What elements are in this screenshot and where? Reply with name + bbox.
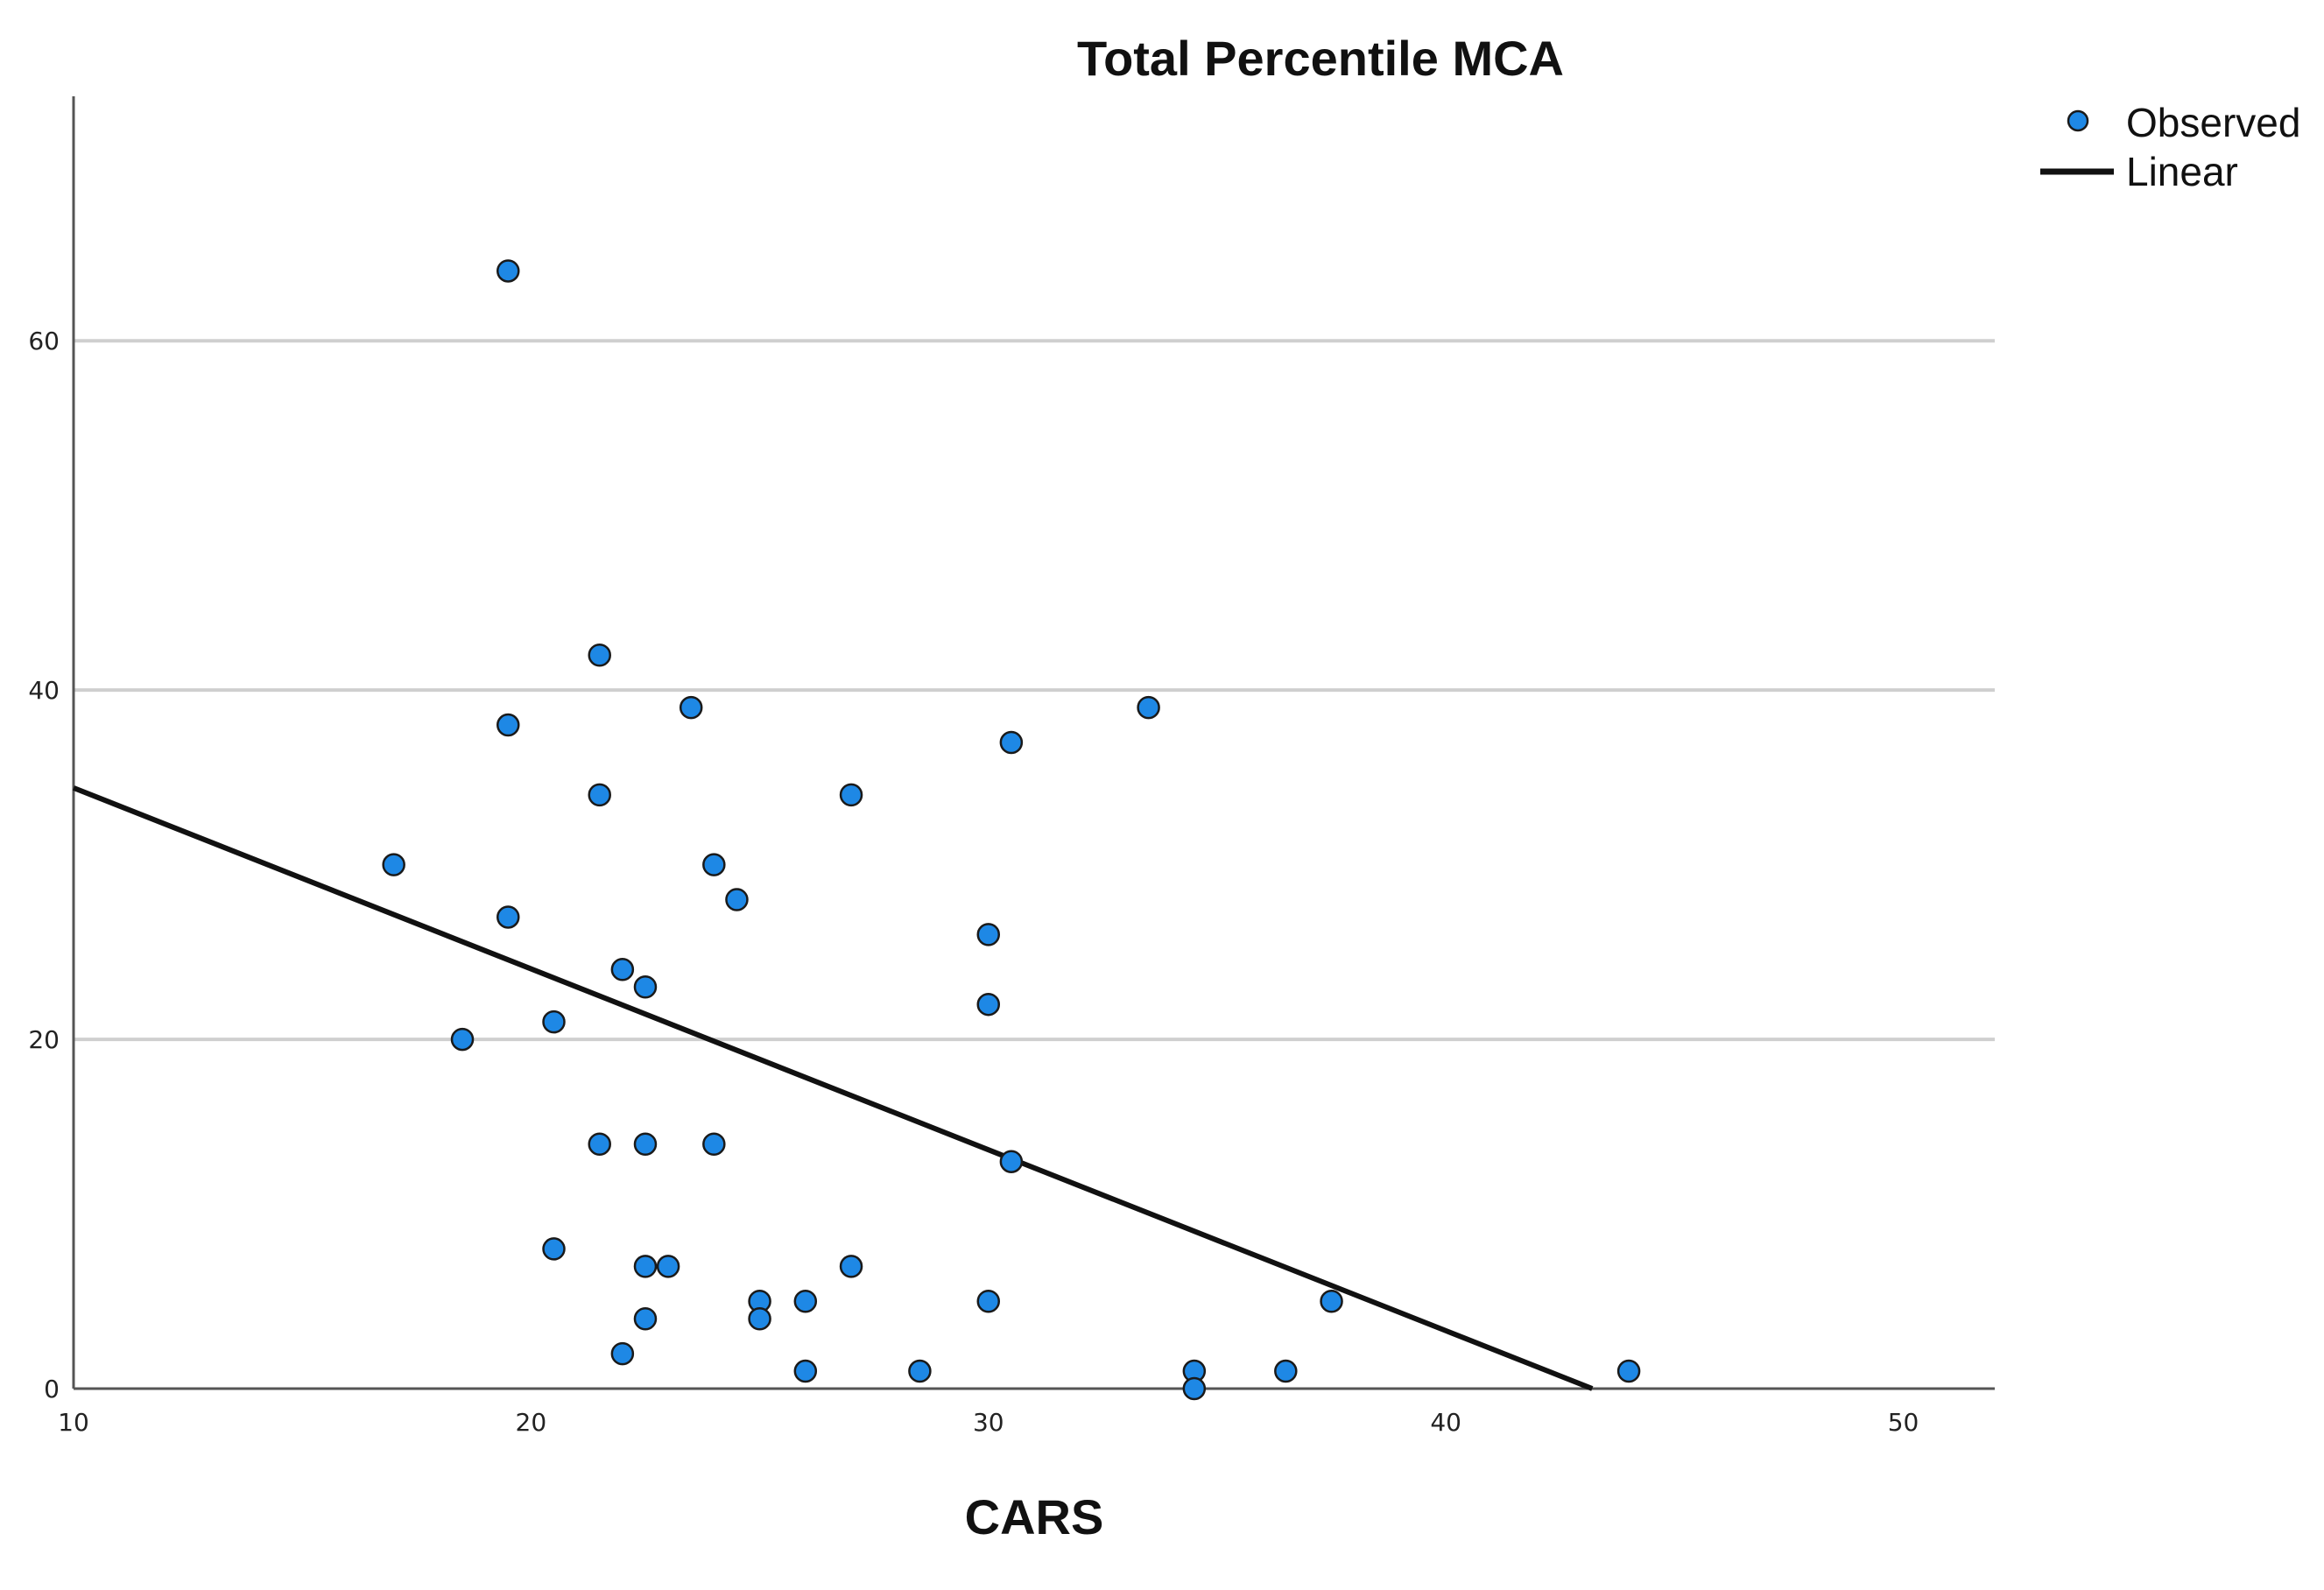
gridlines xyxy=(74,339,1995,1042)
linear-fit-line xyxy=(72,785,1594,1391)
data-point xyxy=(588,783,611,807)
data-point xyxy=(976,923,1001,946)
data-point xyxy=(793,1359,818,1383)
data-point xyxy=(633,1132,658,1157)
x-tick-label-30: 30 xyxy=(973,1408,1004,1437)
data-point xyxy=(839,783,863,807)
data-point xyxy=(542,1237,566,1261)
data-point xyxy=(702,853,726,876)
data-point xyxy=(1320,1290,1343,1313)
data-point xyxy=(976,1290,1001,1313)
y-tick-label-40: 40 xyxy=(28,676,60,705)
x-tick-label-20: 20 xyxy=(516,1408,547,1437)
data-point xyxy=(793,1290,818,1313)
y-tick-label-20: 20 xyxy=(28,1025,60,1054)
data-point xyxy=(633,1255,658,1278)
legend-observed-label: Observed xyxy=(2126,100,2300,145)
legend: Observed Linear xyxy=(2040,100,2300,194)
data-point xyxy=(496,905,520,929)
y-tick-label-60: 60 xyxy=(28,327,60,355)
y-tick-label-0: 0 xyxy=(44,1375,60,1404)
data-point xyxy=(610,958,635,981)
data-point xyxy=(496,259,520,283)
axes xyxy=(72,96,1995,1390)
legend-linear-label: Linear xyxy=(2126,149,2238,194)
data-point xyxy=(610,1341,635,1366)
data-point xyxy=(588,1132,611,1157)
data-point xyxy=(1616,1359,1641,1383)
data-point xyxy=(656,1255,680,1278)
chart-title: Total Percentile MCA xyxy=(1077,31,1564,86)
data-point xyxy=(908,1359,932,1383)
regression-line-group xyxy=(72,785,1594,1391)
data-point xyxy=(1274,1359,1298,1383)
data-point xyxy=(748,1306,771,1331)
data-point xyxy=(1182,1376,1207,1401)
data-point xyxy=(382,853,405,876)
data-point xyxy=(725,888,749,911)
data-point xyxy=(839,1255,863,1278)
data-point xyxy=(542,1010,566,1034)
data-point xyxy=(702,1132,726,1157)
x-tick-label-40: 40 xyxy=(1430,1408,1461,1437)
data-point xyxy=(450,1027,475,1052)
data-point xyxy=(633,974,658,999)
observed-points xyxy=(382,259,1641,1401)
data-point xyxy=(633,1306,658,1331)
data-point xyxy=(976,992,1001,1017)
x-axis-label: CARS xyxy=(965,1489,1104,1544)
data-point xyxy=(1137,695,1160,720)
data-point xyxy=(588,644,611,667)
data-point xyxy=(999,1150,1024,1173)
data-point xyxy=(999,730,1024,755)
x-tick-label-50: 50 xyxy=(1888,1408,1919,1437)
data-point xyxy=(679,695,703,720)
data-point xyxy=(496,713,520,737)
tick-labels: 0 20 40 60 10 20 30 40 50 xyxy=(28,327,1919,1437)
legend-observed-marker xyxy=(2067,109,2089,132)
x-tick-label-10: 10 xyxy=(58,1408,89,1437)
